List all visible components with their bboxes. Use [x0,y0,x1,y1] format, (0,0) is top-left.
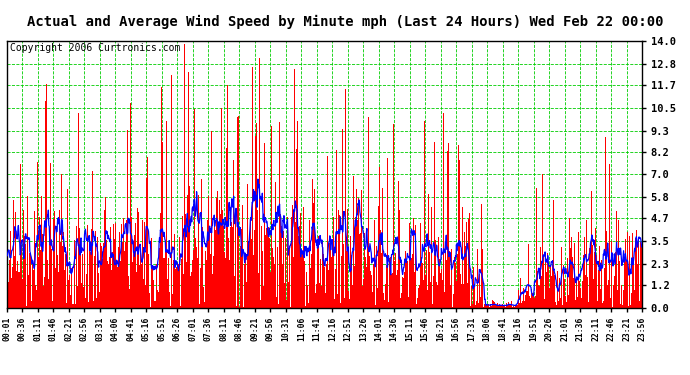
Text: Actual and Average Wind Speed by Minute mph (Last 24 Hours) Wed Feb 22 00:00: Actual and Average Wind Speed by Minute … [27,15,663,29]
Text: Copyright 2006 Curtronics.com: Copyright 2006 Curtronics.com [10,43,181,52]
